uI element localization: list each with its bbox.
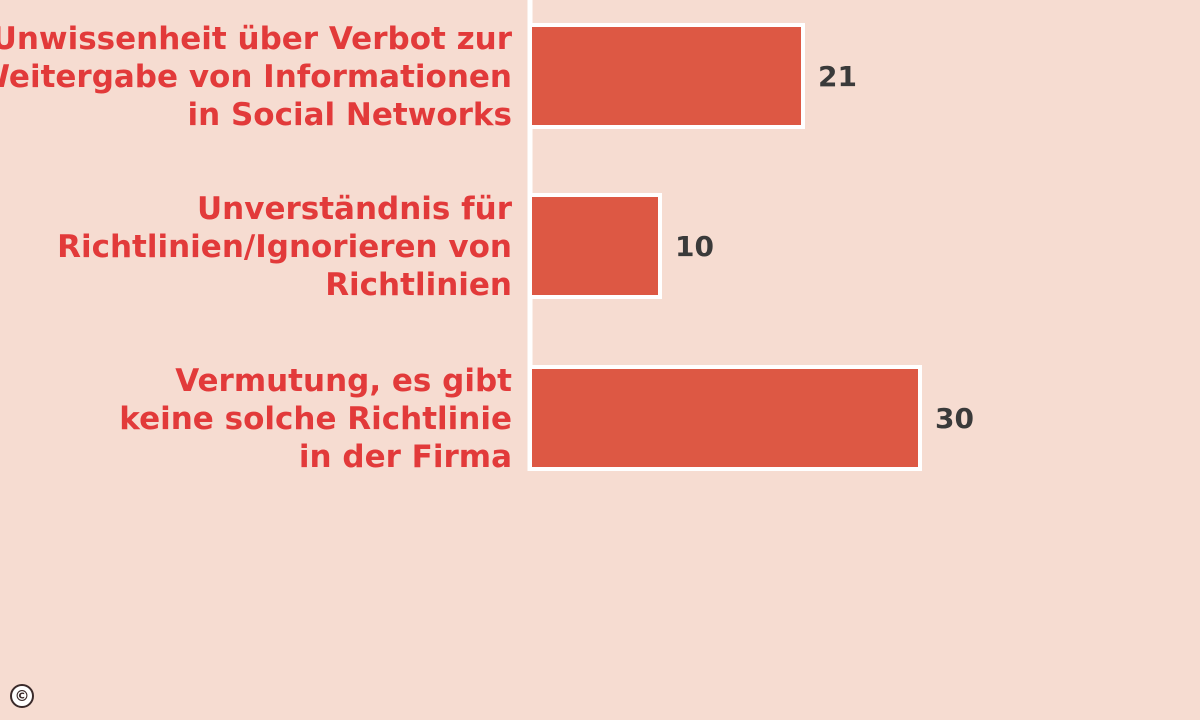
category-label-line: in der Firma: [299, 439, 512, 475]
bar-3: [528, 365, 922, 471]
category-label-line: Weitergabe von Informationen: [0, 59, 512, 95]
category-label-1: Unwissenheit über Verbot zur Weitergabe v…: [0, 21, 513, 133]
value-labels-group: 21 10 30: [675, 60, 974, 435]
category-label-line: Richtlinien/Ignorieren von: [57, 229, 512, 265]
category-label-line: Unverständnis für: [197, 191, 513, 227]
category-label-line: Unwissenheit über Verbot zur: [0, 21, 513, 57]
category-label-line: keine solche Richtlinie: [119, 401, 512, 437]
category-labels-group: Unwissenheit über Verbot zur Weitergabe v…: [0, 21, 513, 475]
bar-1: [528, 23, 805, 129]
category-label-line: in Social Networks: [187, 97, 512, 133]
category-label-line: Vermutung, es gibt: [175, 363, 512, 399]
copyright-icon: ©: [10, 684, 34, 708]
value-label-1: 21: [818, 60, 857, 93]
value-label-3: 30: [935, 402, 974, 435]
category-label-2: Unverständnis für Richtlinien/Ignorieren …: [57, 191, 513, 303]
value-label-2: 10: [675, 230, 714, 263]
category-label-3: Vermutung, es gibt keine solche Richtlini…: [119, 363, 512, 475]
category-label-line: Richtlinien: [325, 267, 512, 303]
bars-group: [528, 23, 922, 471]
bar-2: [528, 193, 662, 299]
